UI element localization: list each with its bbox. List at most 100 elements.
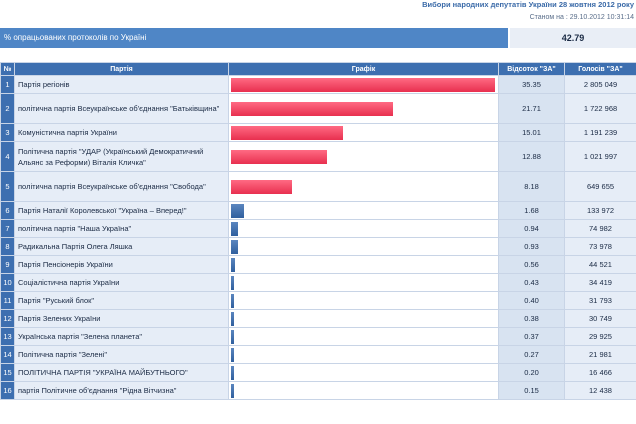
results-table: № Партія Графік Відсоток "ЗА" Голосів "З… — [0, 62, 636, 400]
result-bar — [231, 221, 238, 236]
table-row: 2 політична партія Всеукраїнське об'єднан… — [0, 93, 636, 124]
graph-cell — [228, 93, 499, 124]
votes-value: 1 722 968 — [564, 93, 636, 124]
votes-value: 1 021 997 — [564, 141, 636, 172]
result-bar — [231, 149, 327, 164]
votes-value: 649 655 — [564, 171, 636, 202]
table-row: 12 Партія Зелених України 0.38 30 749 — [0, 309, 636, 328]
graph-cell — [228, 309, 499, 328]
row-number: 3 — [0, 123, 15, 142]
table-row: 13 Українська партія "Зелена планета" 0.37… — [0, 327, 636, 346]
row-number: 9 — [0, 255, 15, 274]
percent-value: 1.68 — [498, 201, 565, 220]
row-number: 7 — [0, 219, 15, 238]
votes-value: 29 925 — [564, 327, 636, 346]
votes-value: 44 521 — [564, 255, 636, 274]
row-number: 11 — [0, 291, 15, 310]
party-name: Партія "Руський блок" — [14, 291, 229, 310]
table-row: 7 політична партія "Наша Україна" 0.94 74 9… — [0, 219, 636, 238]
party-name: Політична партія "УДАР (Український Демо… — [14, 141, 229, 172]
col-header-party: Партія — [14, 62, 229, 76]
row-number: 2 — [0, 93, 15, 124]
result-bar — [231, 101, 393, 116]
graph-cell — [228, 291, 499, 310]
table-row: 9 Партія Пенсіонерів України 0.56 44 521 — [0, 255, 636, 274]
percent-value: 21.71 — [498, 93, 565, 124]
graph-cell — [228, 363, 499, 382]
graph-cell — [228, 123, 499, 142]
graph-cell — [228, 237, 499, 256]
col-header-number: № — [0, 62, 15, 76]
page-title: Вибори народних депутатів України 28 жов… — [422, 0, 634, 9]
percent-value: 35.35 — [498, 75, 565, 94]
result-bar — [231, 77, 495, 92]
row-number: 1 — [0, 75, 15, 94]
table-row: 16 партія Політичне об'єднання "Рідна Віт… — [0, 381, 636, 400]
party-name: Радикальна Партія Олега Ляшка — [14, 237, 229, 256]
result-bar — [231, 179, 292, 194]
table-row: 6 Партія Наталії Королевської "Україна – … — [0, 201, 636, 220]
row-number: 10 — [0, 273, 15, 292]
table-row: 8 Радикальна Партія Олега Ляшка 0.93 73 978 — [0, 237, 636, 256]
col-header-percent: Відсоток "ЗА" — [498, 62, 565, 76]
result-bar — [231, 329, 234, 344]
row-number: 6 — [0, 201, 15, 220]
table-row: 10 Соціалістична партія України 0.43 34 419 — [0, 273, 636, 292]
percent-value: 0.40 — [498, 291, 565, 310]
votes-value: 12 438 — [564, 381, 636, 400]
votes-value: 16 466 — [564, 363, 636, 382]
votes-value: 31 793 — [564, 291, 636, 310]
col-header-graph: Графік — [228, 62, 499, 76]
result-bar — [231, 383, 234, 398]
percent-value: 0.56 — [498, 255, 565, 274]
status-timestamp: Станом на : 29.10.2012 10:31:14 — [529, 14, 634, 21]
result-bar — [231, 257, 235, 272]
result-bar — [231, 293, 234, 308]
votes-value: 34 419 — [564, 273, 636, 292]
row-number: 15 — [0, 363, 15, 382]
votes-value: 30 749 — [564, 309, 636, 328]
graph-cell — [228, 345, 499, 364]
graph-cell — [228, 141, 499, 172]
votes-value: 74 982 — [564, 219, 636, 238]
graph-cell — [228, 255, 499, 274]
table-row: 15 ПОЛІТИЧНА ПАРТІЯ "УКРАЇНА МАЙБУТНЬОГО"… — [0, 363, 636, 382]
row-number: 5 — [0, 171, 15, 202]
votes-value: 133 972 — [564, 201, 636, 220]
party-name: політична партія Всеукраїнське об'єднанн… — [14, 93, 229, 124]
row-number: 12 — [0, 309, 15, 328]
party-name: політична партія "Наша Україна" — [14, 219, 229, 238]
result-bar — [231, 239, 238, 254]
result-bar — [231, 275, 234, 290]
row-number: 13 — [0, 327, 15, 346]
party-name: Партія Пенсіонерів України — [14, 255, 229, 274]
row-number: 4 — [0, 141, 15, 172]
percent-value: 0.43 — [498, 273, 565, 292]
percent-value: 12.88 — [498, 141, 565, 172]
percent-value: 0.93 — [498, 237, 565, 256]
table-row: 14 Політична партія "Зелені" 0.27 21 981 — [0, 345, 636, 364]
party-name: Українська партія "Зелена планета" — [14, 327, 229, 346]
col-header-votes: Голосів "ЗА" — [564, 62, 636, 76]
table-header-row: № Партія Графік Відсоток "ЗА" Голосів "З… — [0, 62, 636, 76]
result-bar — [231, 365, 234, 380]
party-name: партія Політичне об'єднання "Рідна Вітчи… — [14, 381, 229, 400]
row-number: 16 — [0, 381, 15, 400]
row-number: 8 — [0, 237, 15, 256]
percent-value: 0.94 — [498, 219, 565, 238]
table-row: 3 Комуністична партія України 15.01 1 191 2… — [0, 123, 636, 142]
votes-value: 1 191 239 — [564, 123, 636, 142]
graph-cell — [228, 273, 499, 292]
party-name: політична партія Всеукраїнське об'єднанн… — [14, 171, 229, 202]
graph-cell — [228, 327, 499, 346]
party-name: Партія регіонів — [14, 75, 229, 94]
table-row: 1 Партія регіонів 35.35 2 805 049 — [0, 75, 636, 94]
party-name: ПОЛІТИЧНА ПАРТІЯ "УКРАЇНА МАЙБУТНЬОГО" — [14, 363, 229, 382]
result-bar — [231, 311, 234, 326]
table-row: 5 політична партія Всеукраїнське об'єднан… — [0, 171, 636, 202]
percent-value: 8.18 — [498, 171, 565, 202]
votes-value: 21 981 — [564, 345, 636, 364]
result-bar — [231, 203, 244, 218]
party-name: Партія Зелених України — [14, 309, 229, 328]
party-name: Комуністична партія України — [14, 123, 229, 142]
